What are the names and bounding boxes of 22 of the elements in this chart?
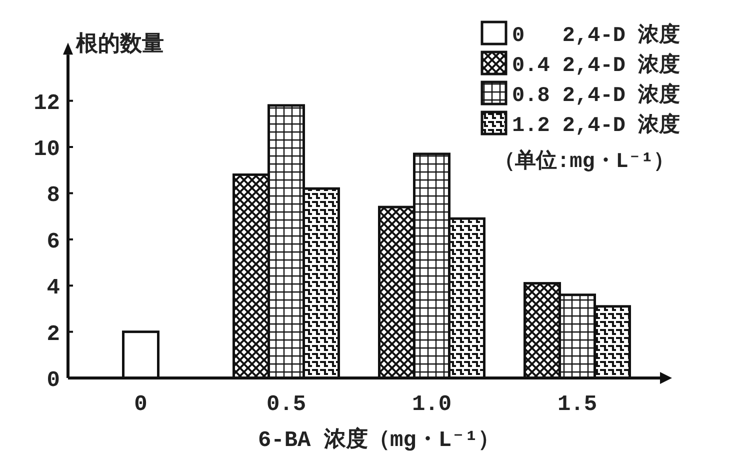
y-tick-label: 2 bbox=[46, 322, 60, 347]
y-tick-label: 12 bbox=[34, 90, 60, 116]
annotation: （单位:mg・L⁻¹） bbox=[494, 149, 675, 174]
legend-item: 0.8 2,4-D 浓度 bbox=[480, 80, 680, 108]
legend-label: 0.8 2,4-D 浓度 bbox=[512, 82, 680, 108]
x-tick-label: 0 bbox=[134, 392, 148, 417]
x-tick-label: 0.5 bbox=[266, 392, 306, 417]
y-tick-label: 4 bbox=[46, 276, 60, 301]
x-tick-label: 1.0 bbox=[412, 392, 452, 417]
y-tick-label: 10 bbox=[34, 137, 60, 162]
y-tick-label: 8 bbox=[46, 183, 60, 208]
legend-label: 0 2,4-D 浓度 bbox=[512, 22, 680, 48]
y-tick-label: 0 bbox=[46, 368, 60, 393]
legend-item: 1.2 2,4-D 浓度 bbox=[480, 110, 680, 138]
legend-label: 1.2 2,4-D 浓度 bbox=[512, 112, 680, 138]
x-tick-label: 1.5 bbox=[557, 392, 598, 417]
legend-item: 0.4 2,4-D 浓度 bbox=[480, 50, 680, 78]
legend-item: 0 2,4-D 浓度 bbox=[480, 20, 680, 48]
legend-label: 0.4 2,4-D 浓度 bbox=[512, 52, 680, 78]
x-axis-title: 6-BA 浓度（mg・L⁻¹） bbox=[258, 426, 500, 453]
y-tick-label: 6 bbox=[46, 229, 60, 254]
y-axis-title: 根的数量 bbox=[75, 32, 164, 58]
